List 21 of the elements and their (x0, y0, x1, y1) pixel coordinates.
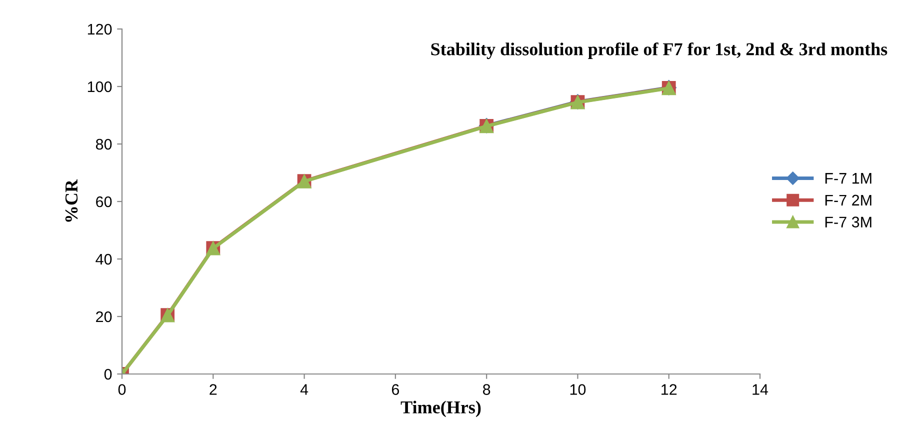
x-tick-label: 6 (392, 384, 400, 395)
x-axis-title: Time(Hrs) (400, 400, 481, 418)
x-tick-label: 10 (570, 384, 586, 395)
y-tick-label: 20 (96, 311, 112, 322)
legend-label: F-7 3M (825, 216, 872, 228)
x-tick-label: 2 (210, 384, 217, 395)
legend-label: F-7 2M (825, 194, 872, 206)
y-tick-label: 80 (96, 138, 112, 150)
x-tick-label: 8 (482, 384, 490, 395)
x-tick-label: 0 (118, 384, 126, 395)
x-tick-label: 4 (300, 384, 308, 395)
x-tick-label: 14 (752, 384, 768, 395)
y-tick-label: 120 (88, 24, 112, 35)
text: Stability dissolution profile of F7 for 1st, 2nd & 3rd months (431, 42, 888, 60)
x-tick-label: 12 (662, 384, 677, 395)
y-axis-title: %CR (65, 179, 78, 222)
y-tick-label: 40 (96, 254, 112, 265)
y-tick-label: 100 (88, 81, 112, 92)
y-tick-label: 60 (96, 196, 112, 208)
y-tick-label: 0 (104, 368, 112, 380)
legend-label: F-7 1M (825, 173, 872, 184)
